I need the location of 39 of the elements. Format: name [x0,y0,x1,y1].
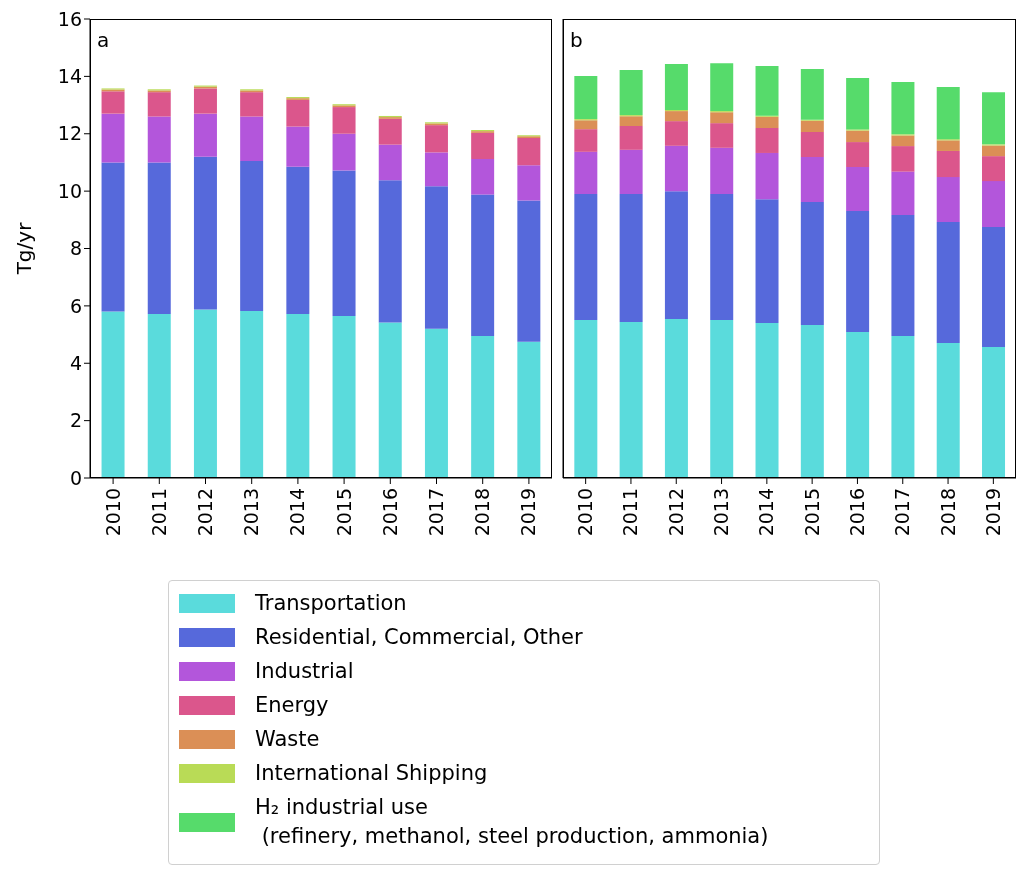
y-tick-label: 8 [69,237,82,260]
x-tick-label: 2019 [981,488,1004,537]
legend-label: International Shipping [255,760,488,787]
x-tick-label: 2011 [147,488,170,537]
legend-label: Industrial [255,658,354,685]
x-tick-label: 2019 [517,488,540,537]
x-tick-label: 2017 [424,488,447,537]
legend-label: Energy [255,692,329,719]
x-tick-label: 2016 [378,488,401,537]
x-tick-label: 2016 [845,488,868,537]
y-axis-title: Tg/yr [12,221,37,276]
x-tick-label: 2018 [936,488,959,537]
x-tick-label: 2015 [800,488,823,537]
legend-label: Transportation [255,590,407,617]
y-tick-label: 10 [57,179,82,202]
x-tick-label: 2018 [471,488,494,537]
x-tick-label: 2013 [240,488,263,537]
x-tick-label: 2012 [193,488,216,537]
x-tick-label: 2013 [710,488,733,537]
x-tick-label: 2010 [574,488,597,537]
y-tick-label: 16 [57,7,82,30]
y-tick-label: 14 [57,65,82,88]
x-tick-label: 2012 [664,488,687,537]
y-tick-label: 4 [69,351,82,374]
legend-label: H₂ industrial use (refinery, methanol, steel production, ammonia) [255,794,769,850]
x-tick-label: 2017 [891,488,914,537]
y-tick-label: 2 [69,409,82,432]
x-tick-label: 2010 [101,488,124,537]
legend-label: Waste [255,726,320,753]
y-tick-label: 6 [69,294,82,317]
text: b [570,28,583,52]
legend-label: Residential, Commercial, Other [255,624,583,651]
x-tick-label: 2014 [755,488,778,537]
y-tick-label: 12 [57,122,82,145]
y-tick-label: 0 [69,466,82,489]
x-tick-label: 2011 [619,488,642,537]
text: a [97,28,110,52]
x-tick-label: 2014 [286,488,309,537]
x-tick-label: 2015 [332,488,355,537]
